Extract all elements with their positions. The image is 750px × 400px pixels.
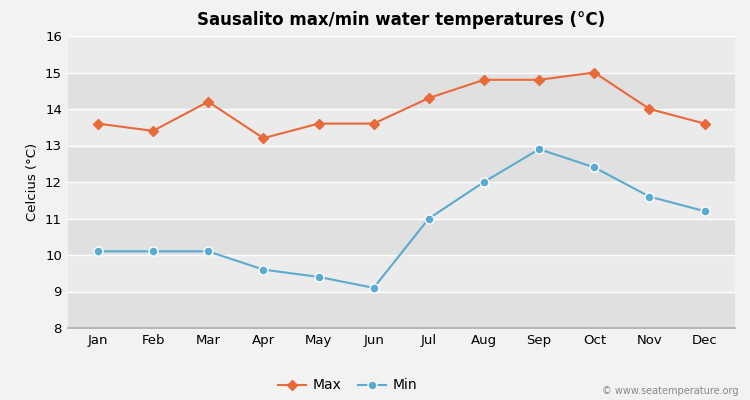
Min xyxy=(535,147,544,152)
Bar xyxy=(68,255,735,292)
Max xyxy=(369,121,378,126)
Min xyxy=(369,286,378,290)
Bar xyxy=(68,218,735,255)
Min xyxy=(259,267,268,272)
Max xyxy=(700,121,709,126)
Min xyxy=(424,216,433,221)
Max xyxy=(535,77,544,82)
Bar xyxy=(68,182,735,218)
Min xyxy=(479,180,488,184)
Bar xyxy=(68,146,735,182)
Max xyxy=(314,121,323,126)
Max xyxy=(424,96,433,100)
Line: Min: Min xyxy=(93,145,710,292)
Max xyxy=(259,136,268,141)
Max xyxy=(590,70,598,75)
Min xyxy=(148,249,158,254)
Bar xyxy=(68,292,735,328)
Max xyxy=(204,99,213,104)
Y-axis label: Celcius (°C): Celcius (°C) xyxy=(26,143,40,221)
Text: © www.seatemperature.org: © www.seatemperature.org xyxy=(602,386,739,396)
Bar xyxy=(68,109,735,146)
Min xyxy=(204,249,213,254)
Bar xyxy=(68,36,735,72)
Min xyxy=(700,209,709,214)
Max xyxy=(645,106,654,111)
Max xyxy=(148,128,158,133)
Line: Max: Max xyxy=(94,69,709,142)
Min xyxy=(645,194,654,199)
Title: Sausalito max/min water temperatures (°C): Sausalito max/min water temperatures (°C… xyxy=(197,11,605,29)
Bar xyxy=(68,72,735,109)
Min xyxy=(93,249,102,254)
Legend: Max, Min: Max, Min xyxy=(272,373,423,398)
Max xyxy=(479,77,488,82)
Min xyxy=(314,274,323,279)
Min xyxy=(590,165,598,170)
Max xyxy=(93,121,102,126)
